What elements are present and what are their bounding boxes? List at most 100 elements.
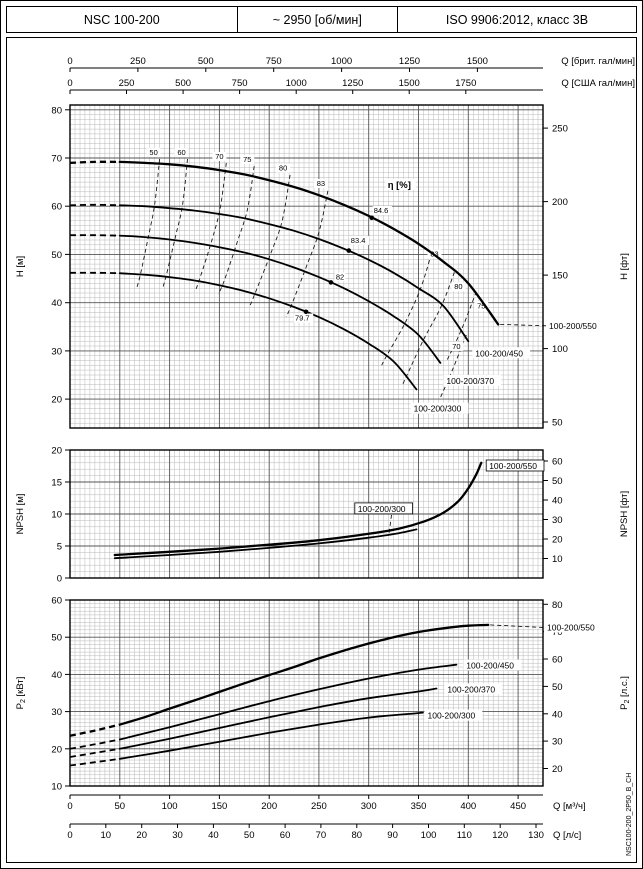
power-left-axis-title: P2 [кВт] <box>15 677 27 710</box>
svg-text:10: 10 <box>101 830 112 841</box>
svg-text:50: 50 <box>115 801 126 812</box>
power-left-ticks: 10 20 30 40 50 60 <box>51 596 70 793</box>
svg-text:70: 70 <box>316 830 327 841</box>
series-100-200-550: 100-200/550 <box>69 621 602 737</box>
svg-text:10: 10 <box>552 554 563 565</box>
series-label-box <box>546 319 604 331</box>
svg-text:250: 250 <box>119 78 135 89</box>
series-label-box <box>424 709 483 721</box>
svg-text:50: 50 <box>51 250 62 261</box>
svg-text:70: 70 <box>552 627 563 638</box>
head-plot-frame <box>69 104 544 429</box>
series-label-box <box>354 502 413 515</box>
svg-text:1000: 1000 <box>286 78 307 89</box>
series-100-200-370: 100-200/370 <box>69 683 503 758</box>
series-label: 100-200/370 <box>446 376 494 386</box>
svg-text:20: 20 <box>51 395 62 406</box>
svg-text:60: 60 <box>552 655 563 666</box>
series-label: 100-200/550 <box>547 623 595 633</box>
svg-text:750: 750 <box>232 78 248 89</box>
series-label: 100-200/450 <box>466 661 514 671</box>
top-flow-axis-2: 0 250 500 750 1000 1250 1500 1750 Q [США гал/мин… <box>67 78 635 94</box>
svg-text:20: 20 <box>51 446 62 457</box>
series-100-200-550: 100-200/550 <box>113 459 545 557</box>
svg-text:50: 50 <box>552 476 563 487</box>
svg-text:80: 80 <box>454 282 462 291</box>
power-right-ticks: 20 30 40 50 60 70 80 <box>543 600 563 775</box>
series-label-box <box>443 374 502 386</box>
svg-text:80: 80 <box>279 164 287 173</box>
svg-text:15: 15 <box>51 478 62 489</box>
svg-text:70: 70 <box>452 342 460 351</box>
svg-text:40: 40 <box>51 670 62 681</box>
pump-speed: ~ 2950 [об/мин] <box>236 7 397 32</box>
svg-text:110: 110 <box>457 830 472 841</box>
svg-text:350: 350 <box>411 801 427 812</box>
svg-text:20: 20 <box>552 764 563 775</box>
series-label: 100-200/300 <box>414 404 462 414</box>
svg-text:500: 500 <box>175 78 191 89</box>
svg-text:1500: 1500 <box>399 78 420 89</box>
title-bar: NSC 100-200 ~ 2950 [об/мин] ISO 9906:201… <box>6 6 637 33</box>
svg-text:75: 75 <box>477 301 485 310</box>
pump-performance-curves: 0 250 500 750 1000 1250 1500 Q [брит. гал/мин]0… <box>15 56 635 856</box>
svg-text:150: 150 <box>552 271 568 282</box>
svg-text:75: 75 <box>243 155 251 164</box>
svg-text:84.6: 84.6 <box>374 206 389 215</box>
head-chart: 20 30 40 50 60 70 80 50 100 150 200 250 H [м] H [фт] 5… <box>15 104 630 429</box>
svg-text:Q [л/с]: Q [л/с] <box>553 830 581 841</box>
svg-text:30: 30 <box>552 515 563 526</box>
series-label: 100-200/450 <box>475 348 523 358</box>
series-100-200-450: 100-200/450 <box>69 659 522 750</box>
svg-text:30: 30 <box>51 346 62 357</box>
npsh-chart: 0 5 10 15 20 10 20 30 40 50 60 NPSH [м] NPSH [фт] 100… <box>15 446 630 585</box>
svg-text:1000: 1000 <box>331 56 352 67</box>
svg-text:0: 0 <box>67 78 72 89</box>
svg-text:100: 100 <box>421 830 437 841</box>
efficiency-points: 84.6 83.4 82 79.7 <box>294 206 392 323</box>
svg-text:5: 5 <box>57 542 62 553</box>
svg-text:0: 0 <box>67 830 72 841</box>
svg-text:150: 150 <box>211 801 227 812</box>
svg-text:50: 50 <box>552 418 563 429</box>
svg-text:0: 0 <box>67 801 72 812</box>
series-label-box <box>410 402 469 414</box>
series-label-box <box>544 621 602 633</box>
svg-text:120: 120 <box>492 830 508 841</box>
svg-text:60: 60 <box>51 202 62 213</box>
svg-text:20: 20 <box>51 744 62 755</box>
svg-text:40: 40 <box>552 496 563 507</box>
svg-text:1250: 1250 <box>342 78 363 89</box>
svg-text:300: 300 <box>361 801 377 812</box>
bottom-flow-axis-1: 0 50 100 150 200 250 300 350 400 450 Q [м³/ч] <box>67 794 586 812</box>
svg-text:82: 82 <box>336 273 344 282</box>
svg-text:80: 80 <box>51 105 62 116</box>
npsh-right-axis-title: NPSH [фт] <box>619 491 630 537</box>
svg-text:400: 400 <box>460 801 476 812</box>
svg-text:130: 130 <box>528 830 544 841</box>
svg-text:250: 250 <box>311 801 327 812</box>
bottom-flow-axes: 0 50 100 150 200 250 300 350 400 450 Q [м³/ч] 0 10 20… <box>67 794 586 841</box>
svg-text:1750: 1750 <box>455 78 476 89</box>
power-chart: 10 20 30 40 50 60 20 30 40 50 60 70 80 P2 [кВт] P2 [л.… <box>15 596 631 793</box>
iso-standard: ISO 9906:2012, класс 3В <box>396 7 636 32</box>
eta-percent-label: η [%] <box>388 180 411 191</box>
svg-text:Q [брит. гал/мин]: Q [брит. гал/мин] <box>561 56 635 67</box>
head-left-ticks: 20 30 40 50 60 70 80 <box>51 105 70 406</box>
svg-text:70: 70 <box>51 154 62 165</box>
series-100-200-300: 100-200/300 <box>69 271 469 414</box>
svg-text:30: 30 <box>172 830 183 841</box>
bottom-flow-axis-2: 0 10 20 30 40 50 60 70 80 90 100 110 120 130 Q [л/с] <box>67 823 581 841</box>
svg-text:80: 80 <box>352 830 363 841</box>
npsh-right-ticks: 10 20 30 40 50 60 <box>543 457 563 565</box>
series-label-box <box>485 459 545 472</box>
svg-text:80: 80 <box>552 600 563 611</box>
svg-text:10: 10 <box>51 782 62 793</box>
svg-text:70: 70 <box>215 152 223 161</box>
svg-text:250: 250 <box>130 56 146 67</box>
chart-area: 0 250 500 750 1000 1250 1500 Q [брит. гал/мин] 0… <box>6 37 637 863</box>
svg-text:60: 60 <box>552 457 563 468</box>
top-flow-axis-1: 0 250 500 750 1000 1250 1500 Q [брит. гал/мин] <box>67 56 635 72</box>
series-label-box <box>444 683 503 695</box>
